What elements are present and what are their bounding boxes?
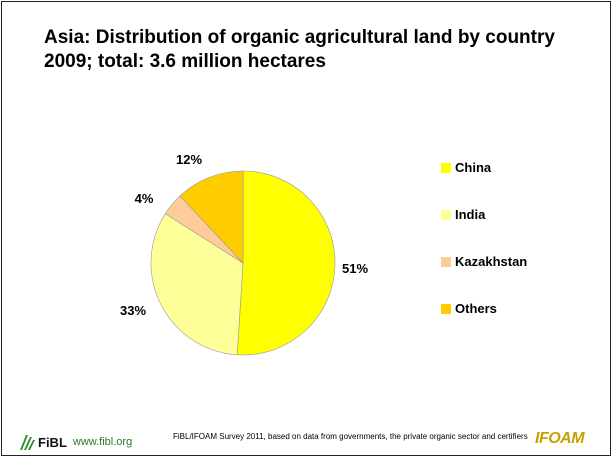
fibl-logo: FiBL www.fibl.org (18, 433, 132, 451)
fibl-logo-text: FiBL (38, 434, 67, 450)
legend-swatch (441, 256, 451, 267)
legend-item-others: Others (441, 301, 497, 316)
data-label-others: 12% (176, 152, 202, 167)
pie-slice-others (179, 170, 244, 264)
legend-item-india: India (441, 207, 485, 222)
pie-slice-china (236, 170, 336, 356)
legend-item-china: China (441, 160, 491, 175)
chart-title: Asia: Distribution of organic agricultur… (44, 27, 555, 72)
fibl-leaf-icon (20, 435, 35, 450)
ifoam-logo: IFOAM (535, 430, 585, 447)
legend-item-kazakhstan: Kazakhstan (441, 254, 527, 269)
legend-label: Others (455, 301, 497, 316)
data-label-kazakhstan: 4% (135, 191, 154, 206)
legend-label: India (455, 207, 486, 222)
source-note: FiBL/IFOAM Survey 2011, based on data fr… (173, 432, 528, 441)
legend-label: China (455, 160, 492, 175)
data-label-india: 33% (120, 303, 146, 318)
legend-swatch (441, 303, 451, 314)
legend-swatch (441, 209, 451, 220)
pie-slice-india (150, 213, 244, 356)
legend-swatch (441, 162, 451, 173)
legend-label: Kazakhstan (455, 254, 528, 269)
fibl-url-link[interactable]: www.fibl.org (72, 436, 133, 448)
data-label-china: 51% (342, 261, 368, 276)
